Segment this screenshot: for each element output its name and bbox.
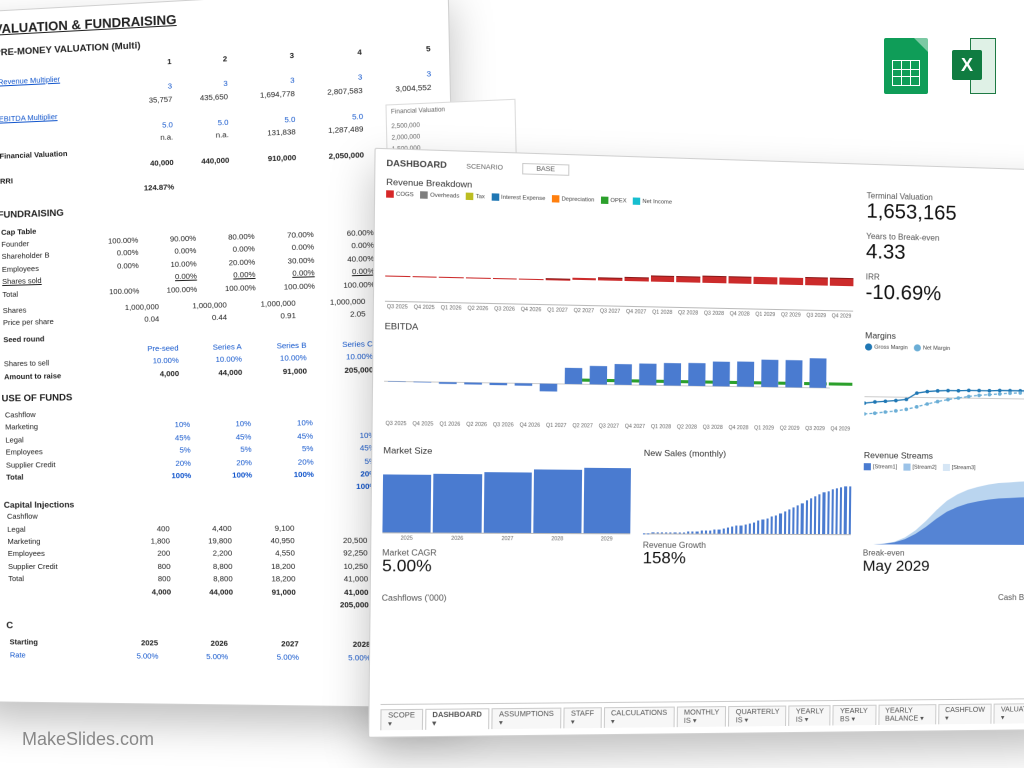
new-sales-title: New Sales (monthly) xyxy=(644,448,852,460)
excel-badge: X xyxy=(952,50,982,80)
scenario-label: SCENARIO xyxy=(466,163,503,171)
kpi-column: Terminal Valuation 1,653,165 Years to Br… xyxy=(865,191,1024,324)
rate-label: Rate xyxy=(7,648,93,661)
tab-yearly-bs[interactable]: YEARLY BS ▾ xyxy=(833,705,876,726)
market-size-title: Market Size xyxy=(383,445,631,458)
tab-quarterly-is[interactable]: QUARTERLY IS ▾ xyxy=(728,706,786,727)
dashboard-panel: DASHBOARD SCENARIO BASE Revenue Breakdow… xyxy=(368,148,1024,738)
mini-chart-title: Financial Valuation xyxy=(391,104,510,117)
tab-cashflow[interactable]: CASHFLOW ▾ xyxy=(938,704,992,725)
amount-to-raise-label: Amount to raise xyxy=(1,368,115,383)
cagr-value: 5.00% xyxy=(382,558,630,577)
tab-monthly-is[interactable]: MONTHLY IS ▾ xyxy=(676,706,726,727)
tab-yearly-balance[interactable]: YEARLY BALANCE ▾ xyxy=(878,704,936,725)
tab-dashboard[interactable]: DASHBOARD ▾ xyxy=(425,708,490,730)
sheet-tabs: SCOPE ▾DASHBOARD ▾ASSUMPTIONS ▾STAFF ▾CA… xyxy=(380,698,1024,730)
excel-icon: X xyxy=(952,38,996,94)
margins-chart: Margins Gross MarginNet Margin xyxy=(864,330,1024,442)
tab-valuation[interactable]: VALUATION ▾ xyxy=(994,703,1024,724)
tab-calculations[interactable]: CALCULATIONS ▾ xyxy=(603,707,674,728)
dashboard-header: DASHBOARD xyxy=(386,158,446,170)
growth-label: Revenue Growth xyxy=(643,541,851,551)
cash-balance-label: Cash Balance xyxy=(998,593,1024,602)
premoney-table: 12345 Revenue Multiplier 33333 35,757435… xyxy=(0,42,437,200)
starting-label: Starting xyxy=(7,636,93,649)
cashflows-label: Cashflows ('000) xyxy=(382,593,447,603)
app-icons-row: X xyxy=(884,38,996,94)
growth-value: 158% xyxy=(643,550,851,569)
margins-title: Margins xyxy=(865,330,1024,344)
google-sheets-icon xyxy=(884,38,928,94)
kpi-breakeven-value: 4.33 xyxy=(866,241,1024,269)
breakeven-label: Break-even xyxy=(863,548,1024,558)
revenue-breakdown-chart: Revenue Breakdown COGSOverheadsTaxIntere… xyxy=(385,177,855,320)
ebitda-chart: EBITDA Q3 2025Q4 2025Q1 2026Q2 2026Q3 20… xyxy=(383,321,852,440)
market-size-chart: Market Size 20252026202720282029 Market … xyxy=(382,445,631,585)
revenue-streams-chart: Revenue Streams [Stream1][Stream2][Strea… xyxy=(863,450,1024,585)
revenue-streams-title: Revenue Streams xyxy=(864,450,1024,462)
canvas: X 12345678910 VALUATION & FUNDRAISING PR… xyxy=(0,0,1024,768)
tab-yearly-is[interactable]: YEARLY IS ▾ xyxy=(789,705,831,726)
tab-scope[interactable]: SCOPE ▾ xyxy=(380,709,422,730)
kpi-terminal-value: 1,653,165 xyxy=(866,200,1024,228)
scenario-select[interactable]: BASE xyxy=(522,162,569,175)
tab-assumptions[interactable]: ASSUMPTIONS ▾ xyxy=(491,708,561,730)
kpi-irr-value: -10.69% xyxy=(865,281,1024,308)
breakeven-value: May 2029 xyxy=(863,558,1024,575)
rri-value: 124.87% xyxy=(118,181,177,196)
watermark: MakeSlides.com xyxy=(22,729,154,750)
cagr-label: Market CAGR xyxy=(382,548,630,558)
tab-staff[interactable]: STAFF ▾ xyxy=(563,707,601,728)
new-sales-chart: New Sales (monthly) Revenue Growth 158% xyxy=(642,448,851,585)
